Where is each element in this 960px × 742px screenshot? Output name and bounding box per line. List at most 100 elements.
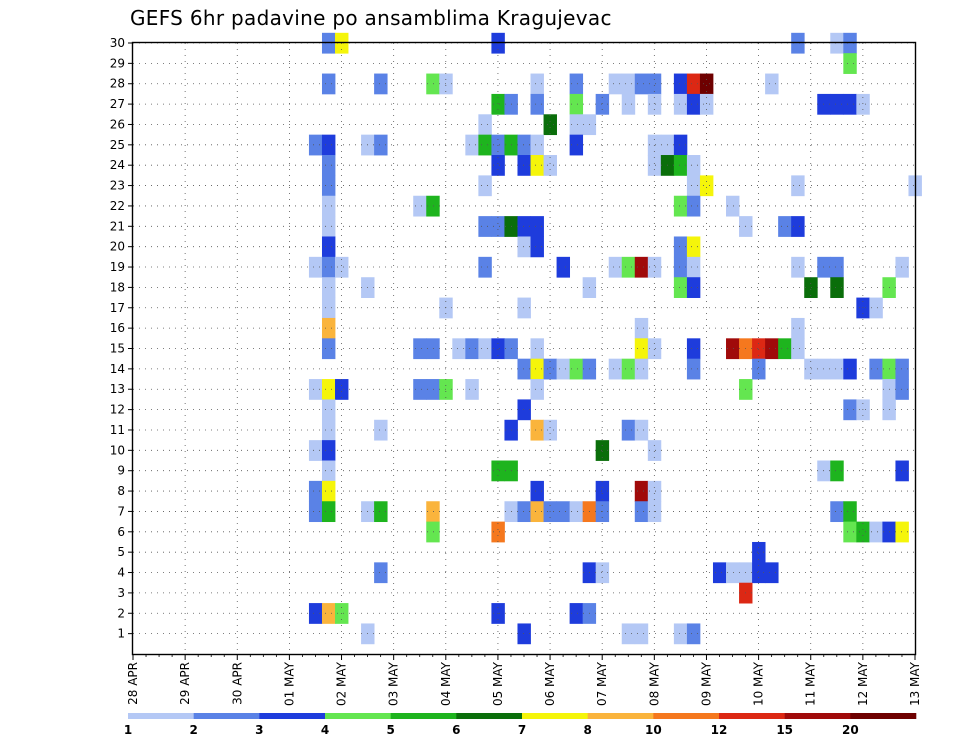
- y-tick-label: 27: [110, 97, 125, 111]
- heatmap-cell: [647, 73, 662, 95]
- color-legend: 1 2 3 4 5 6 7 8 10 12 15 20: [124, 713, 917, 737]
- heatmap-cell: [569, 603, 584, 624]
- heatmap-cell: [517, 216, 531, 237]
- x-tick-label: 09 MAY: [699, 661, 713, 706]
- heatmap-cell: [530, 338, 544, 360]
- page-title: GEFS 6hr padavine po ansamblima Kragujev…: [130, 6, 612, 30]
- heatmap-cell: [752, 358, 766, 380]
- heatmap-cell: [543, 419, 557, 441]
- heatmap-cell: [426, 521, 440, 543]
- heatmap-cell: [374, 501, 388, 523]
- heatmap-cell: [621, 358, 636, 380]
- y-tick-label: 15: [110, 342, 125, 356]
- heatmap-cell: [830, 460, 844, 482]
- legend-label: 3: [255, 723, 263, 737]
- heatmap-cell: [321, 73, 336, 95]
- x-tick-label: 07 MAY: [595, 661, 609, 706]
- heatmap-cell: [830, 93, 844, 115]
- heatmap-cell: [452, 338, 466, 360]
- heatmap-cell: [830, 501, 844, 523]
- heatmap-cell: [517, 134, 531, 156]
- legend-swatch: [850, 713, 917, 719]
- x-tick-label: 13 MAY: [908, 661, 922, 706]
- heatmap-cell: [895, 521, 909, 543]
- heatmap-cell: [726, 562, 740, 584]
- heatmap-cell: [726, 338, 740, 360]
- legend-label: 8: [583, 723, 591, 737]
- heatmap-cell: [569, 73, 584, 95]
- heatmap-cell: [686, 277, 701, 298]
- heatmap-cell: [465, 134, 479, 156]
- heatmap-cell: [869, 521, 883, 543]
- heatmap-cell: [621, 419, 636, 441]
- legend-swatch: [653, 713, 720, 719]
- y-tick-label: 12: [110, 403, 125, 417]
- legend-label: 7: [518, 723, 526, 737]
- x-tick-label: 04 MAY: [439, 661, 453, 706]
- y-tick-label: 6: [117, 525, 125, 539]
- heatmap-cell: [321, 501, 336, 523]
- heatmap-cell: [517, 501, 531, 523]
- heatmap-cell: [308, 603, 323, 624]
- heatmap-cell: [321, 195, 336, 217]
- heatmap-cell: [569, 114, 584, 136]
- heatmap-cell: [478, 216, 492, 237]
- heatmap-cell: [621, 73, 636, 95]
- heatmap-cell: [569, 134, 584, 156]
- heatmap-cell: [869, 358, 883, 380]
- heatmap-cell: [673, 277, 688, 298]
- y-tick-label: 1: [117, 627, 125, 641]
- heatmap-cell: [321, 175, 336, 197]
- heatmap-cell: [530, 379, 544, 400]
- heatmap-cell: [699, 93, 714, 115]
- legend-swatch: [587, 713, 654, 719]
- heatmap-cell: [791, 175, 805, 197]
- heatmap-cell: [634, 480, 649, 502]
- heatmap-cell: [895, 256, 909, 278]
- legend-label: 1: [124, 723, 132, 737]
- heatmap-cell: [608, 73, 623, 95]
- legend-label: 12: [711, 723, 728, 737]
- heatmap-cell: [321, 480, 336, 502]
- heatmap-cell: [856, 521, 870, 543]
- heatmap-cell: [686, 236, 701, 258]
- heatmap-cell: [321, 338, 336, 360]
- heatmap-cell: [595, 440, 610, 461]
- y-tick-label: 3: [117, 586, 125, 600]
- heatmap-cell: [686, 338, 701, 360]
- heatmap-cell: [569, 93, 584, 115]
- heatmap-cell: [426, 195, 440, 217]
- heatmap-cell: [778, 216, 792, 237]
- x-tick-label: 03 MAY: [387, 661, 401, 706]
- legend-swatch: [719, 713, 785, 719]
- heatmap-cell: [673, 236, 688, 258]
- heatmap-cell: [321, 419, 336, 441]
- heatmap-cell: [791, 256, 805, 278]
- heatmap-cell: [543, 114, 557, 136]
- heatmap-cell: [752, 562, 766, 584]
- heatmap-cell: [556, 358, 571, 380]
- heatmap-cell: [765, 338, 779, 360]
- heatmap-cell: [321, 134, 336, 156]
- y-tick-label: 26: [110, 117, 125, 131]
- y-tick-label: 10: [110, 443, 125, 457]
- heatmap-cell: [843, 501, 857, 523]
- heatmap-cell: [308, 256, 323, 278]
- heatmap-cell: [647, 480, 662, 502]
- heatmap-cell: [374, 419, 388, 441]
- heatmap-cell: [308, 501, 323, 523]
- y-tick-label: 11: [110, 423, 125, 437]
- x-tick-label: 08 MAY: [647, 661, 661, 706]
- heatmap-cell: [491, 338, 505, 360]
- heatmap-cell: [426, 379, 440, 400]
- heatmap-cell: [517, 236, 531, 258]
- heatmap-cell: [491, 460, 505, 482]
- heatmap-cell: [791, 338, 805, 360]
- heatmap-cell: [569, 501, 584, 523]
- heatmap-cell: [647, 93, 662, 115]
- heatmap-cell: [595, 562, 610, 584]
- heatmap-cell: [673, 155, 688, 176]
- heatmap-cell: [686, 93, 701, 115]
- y-tick-label: 29: [110, 56, 125, 70]
- heatmap-cell: [530, 73, 544, 95]
